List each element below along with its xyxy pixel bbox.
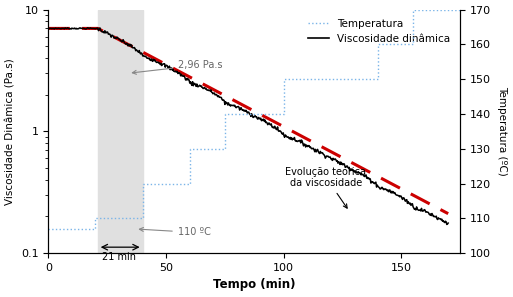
- Text: 110 ºC: 110 ºC: [140, 228, 211, 237]
- Text: 21 min: 21 min: [102, 252, 136, 262]
- Y-axis label: Viscosidade Dinâmica (Pa.s): Viscosidade Dinâmica (Pa.s): [6, 58, 15, 205]
- Legend: Temperatura, Viscosidade dinâmica: Temperatura, Viscosidade dinâmica: [304, 15, 455, 48]
- Y-axis label: Temperatura (ºC): Temperatura (ºC): [498, 86, 507, 176]
- X-axis label: Tempo (min): Tempo (min): [213, 279, 295, 291]
- Text: 2,96 Pa.s: 2,96 Pa.s: [132, 60, 222, 74]
- Text: Evolução teórica
da viscosidade: Evolução teórica da viscosidade: [285, 166, 366, 208]
- Bar: [98, 10, 143, 253]
